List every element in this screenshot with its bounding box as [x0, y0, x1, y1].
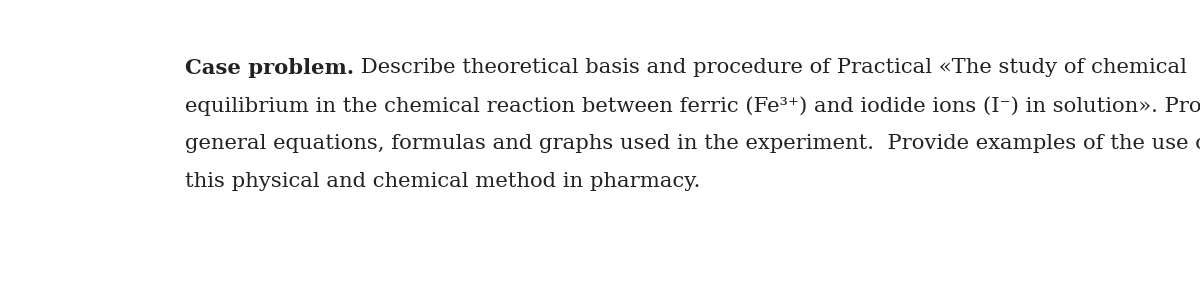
Text: Describe theoretical basis and procedure of Practical «The study of chemical: Describe theoretical basis and procedure… [354, 58, 1187, 77]
Text: Case problem.: Case problem. [185, 58, 354, 78]
Text: equilibrium in the chemical reaction between ferric (Fe³⁺) and iodide ions (I⁻) : equilibrium in the chemical reaction bet… [185, 96, 1200, 116]
Text: general equations, formulas and graphs used in the experiment.  Provide examples: general equations, formulas and graphs u… [185, 134, 1200, 153]
Text: this physical and chemical method in pharmacy.: this physical and chemical method in pha… [185, 172, 701, 191]
